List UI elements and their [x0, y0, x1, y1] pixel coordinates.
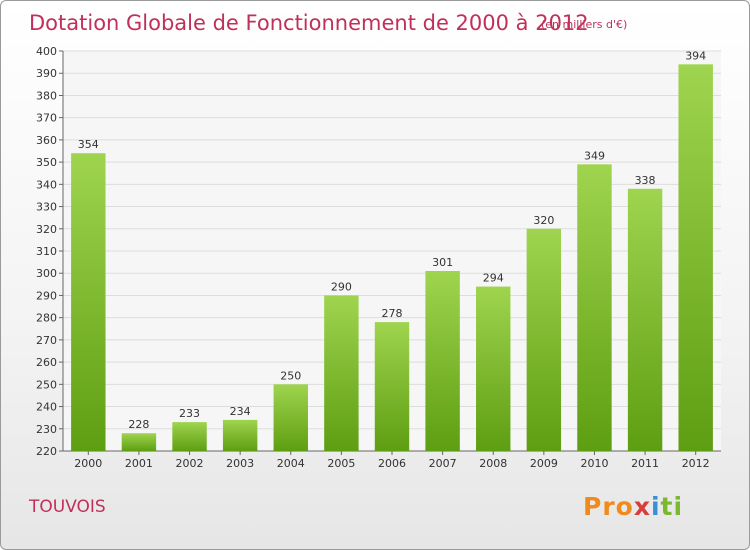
commune-name: TOUVOIS	[29, 497, 106, 517]
x-tick-label-2009: 2009	[530, 457, 558, 470]
bar-2006	[374, 322, 410, 451]
x-tick-label-2008: 2008	[479, 457, 507, 470]
y-tick-label: 360	[36, 134, 57, 147]
y-tick-label: 310	[36, 245, 57, 258]
x-tick-label-2006: 2006	[378, 457, 406, 470]
data-label-2012: 394	[685, 49, 706, 62]
data-label-2003: 234	[230, 405, 251, 418]
logo-part-x: x	[633, 492, 651, 521]
y-tick-label: 290	[36, 289, 57, 302]
y-tick-label: 260	[36, 356, 57, 369]
bar-2000	[71, 153, 106, 451]
bar-2001	[121, 433, 157, 451]
data-label-2010: 349	[584, 149, 605, 162]
bars	[71, 64, 713, 452]
chart-subtitle: (en milliers d'€)	[541, 18, 628, 31]
y-tick-label: 400	[36, 45, 57, 58]
y-tick-label: 390	[36, 67, 57, 80]
bar-2010	[577, 164, 612, 452]
bar-2002	[172, 422, 207, 451]
chart-title: Dotation Globale de Fonctionnement de 20…	[29, 11, 589, 35]
y-tick-label: 230	[36, 423, 57, 436]
y-tick-label: 250	[36, 378, 57, 391]
x-tick-label-2002: 2002	[176, 457, 204, 470]
data-label-2006: 278	[382, 307, 403, 320]
y-tick-label: 300	[36, 267, 57, 280]
y-tick-label: 350	[36, 156, 57, 169]
labels: 220 230 240 250 260 270 280 290 300 310 320 330 340 3…	[36, 45, 710, 470]
data-label-2009: 320	[533, 214, 554, 227]
x-tick-label-2000: 2000	[74, 457, 102, 470]
y-tick-label: 220	[36, 445, 57, 458]
data-label-2005: 290	[331, 280, 352, 293]
data-label-2000: 354	[78, 138, 99, 151]
y-tick-label: 340	[36, 178, 57, 191]
y-tick-label: 370	[36, 112, 57, 125]
x-tick-label-2005: 2005	[327, 457, 355, 470]
x-tick-label-2001: 2001	[125, 457, 153, 470]
y-tick-label: 330	[36, 201, 57, 214]
bar-2007	[425, 271, 460, 451]
bar-2011	[627, 188, 663, 451]
y-tick-label: 380	[36, 89, 57, 102]
bar-2012	[678, 64, 713, 452]
x-tick-label-2003: 2003	[226, 457, 254, 470]
data-label-2004: 250	[280, 369, 301, 382]
y-tick-label: 240	[36, 401, 57, 414]
data-label-2007: 301	[432, 256, 453, 269]
x-tick-label-2004: 2004	[277, 457, 305, 470]
y-tick-label: 280	[36, 312, 57, 325]
proxiti-logo[interactable]: Proxiti	[583, 489, 683, 525]
x-tick-label-2011: 2011	[631, 457, 659, 470]
x-tick-label-2010: 2010	[580, 457, 608, 470]
data-label-2008: 294	[483, 272, 504, 285]
bar-2004	[273, 384, 308, 451]
logo-part-ti: ti	[660, 492, 684, 521]
data-label-2002: 233	[179, 407, 200, 420]
x-tick-label-2007: 2007	[429, 457, 457, 470]
bar-2003	[222, 419, 258, 451]
logo-part-i: i	[650, 492, 661, 521]
bar-2005	[324, 295, 359, 451]
data-label-2011: 338	[635, 174, 656, 187]
x-tick-label-2012: 2012	[682, 457, 710, 470]
logo-part-pro: Pro	[583, 492, 634, 521]
y-tick-label: 270	[36, 334, 57, 347]
bar-2008	[476, 286, 511, 451]
data-label-2001: 228	[128, 418, 149, 431]
y-tick-label: 320	[36, 223, 57, 236]
bar-2009	[526, 228, 562, 451]
